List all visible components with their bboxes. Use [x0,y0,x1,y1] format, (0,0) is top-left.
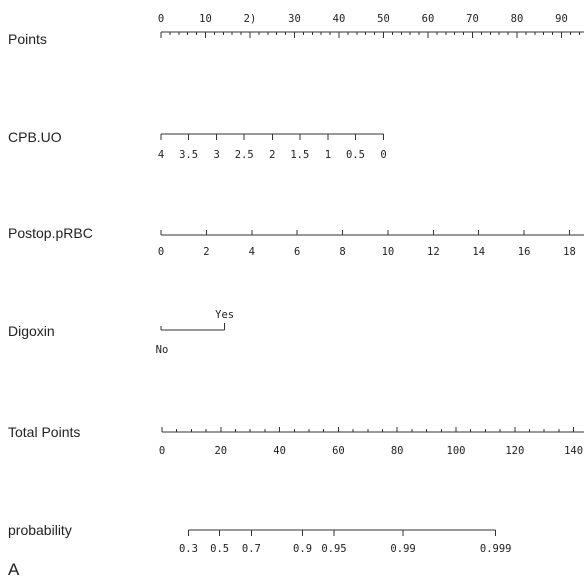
tick-label-points: 70 [466,13,479,25]
tick-label-probability: 0.99 [390,543,415,555]
tick-label-points: 10 [199,13,212,25]
tick-label-postop-prbc: 14 [472,246,485,258]
tick-label-points: 60 [422,13,435,25]
tick-label-postop-prbc: 8 [339,246,345,258]
tick-label-postop-prbc: 18 [563,246,576,258]
tick-label-cpb-uo: 2 [269,149,275,161]
tick-label-postop-prbc: 4 [249,246,255,258]
tick-label-total-points: 20 [214,445,227,457]
tick-label-cpb-uo: 3 [213,149,219,161]
tick-label-probability: 0.9 [293,543,312,555]
tick-label-points: 0 [158,13,164,25]
tick-label-points: 80 [511,13,524,25]
tick-label-total-points: 120 [505,445,524,457]
tick-label-postop-prbc: 0 [158,246,164,258]
row-label-points: Points [8,31,47,47]
tick-label-total-points: 0 [159,445,165,457]
row-label-postop-prbc: Postop.pRBC [8,225,93,241]
tick-label-cpb-uo: 3.5 [179,149,198,161]
tick-label-cpb-uo: 1.5 [290,149,309,161]
tick-label-cpb-uo: 1 [325,149,331,161]
row-probability: probability 0.3 0.5 0.7 0.9 0.95 0.99 0.999 [8,522,511,555]
tick-label-total-points: 80 [391,445,404,457]
row-label-cpb-uo: CPB.UO [8,129,62,145]
tick-label-total-points: 60 [332,445,345,457]
tick-label-postop-prbc: 2 [203,246,209,258]
tick-label-cpb-uo: 2.5 [235,149,254,161]
tick-label-digoxin: Yes [215,309,234,321]
tick-label-total-points: 140 [564,445,583,457]
row-label-total-points: Total Points [8,424,80,440]
tick-label-cpb-uo: 0 [380,149,386,161]
row-total-points: Total Points 0 20 40 60 80 100 120 140 [8,424,584,457]
tick-label-postop-prbc: 12 [427,246,440,258]
tick-label-cpb-uo: 4 [158,149,164,161]
tick-label-probability: 0.95 [321,543,346,555]
panel-label: A [8,560,20,577]
tick-label-points: 30 [288,13,301,25]
tick-label-probability: 0.999 [480,543,512,555]
tick-label-digoxin: No [156,344,169,356]
tick-label-probability: 0.3 [179,543,198,555]
tick-label-total-points: 100 [447,445,466,457]
row-label-probability: probability [8,522,72,538]
tick-label-postop-prbc: 16 [518,246,531,258]
tick-label-points: 2) [244,13,257,25]
tick-label-points: 40 [333,13,346,25]
tick-label-points: 50 [377,13,390,25]
row-cpb-uo: CPB.UO 4 3.5 3 2.5 2 1.5 1 0.5 0 [8,129,387,161]
tick-label-probability: 0.7 [242,543,261,555]
row-label-digoxin: Digoxin [8,323,55,339]
tick-label-probability: 0.5 [210,543,229,555]
tick-label-postop-prbc: 10 [382,246,395,258]
row-digoxin: Digoxin No Yes [8,309,234,356]
tick-label-cpb-uo: 0.5 [346,149,365,161]
row-points: Points 0 10 2) 30 40 50 60 70 80 90 [8,13,584,47]
tick-label-total-points: 40 [273,445,286,457]
tick-label-points: 90 [555,13,568,25]
tick-label-postop-prbc: 6 [294,246,300,258]
row-postop-prbc: Postop.pRBC 0 2 4 6 8 10 12 14 16 18 [8,225,584,258]
